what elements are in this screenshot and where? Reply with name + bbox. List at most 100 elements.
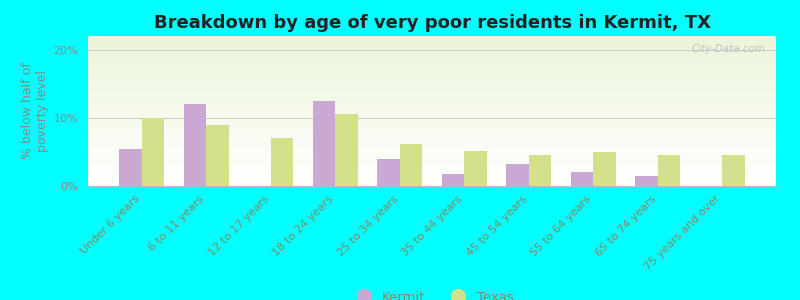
Bar (88, 64, 776, 66)
Bar (88, 141, 776, 142)
Bar (88, 174, 776, 176)
Bar (88, 54, 776, 56)
Bar (184, 104, 206, 186)
Bar (88, 74, 776, 75)
Bar (88, 159, 776, 160)
Bar (88, 124, 776, 126)
Bar (88, 45, 776, 46)
Legend: Kermit, Texas: Kermit, Texas (345, 286, 519, 300)
Bar (88, 61, 776, 63)
Bar (88, 39, 776, 40)
Bar (88, 105, 776, 106)
Bar (142, 118, 165, 186)
Bar (88, 112, 776, 114)
Bar (88, 69, 776, 70)
Bar (88, 184, 776, 186)
Bar (88, 98, 776, 99)
Bar (88, 46, 776, 48)
Bar (88, 146, 776, 147)
Y-axis label: % below half of
poverty level: % below half of poverty level (22, 63, 50, 159)
Bar (88, 177, 776, 178)
Bar (88, 182, 776, 183)
Bar (88, 132, 776, 134)
Bar (88, 168, 776, 170)
Bar (88, 144, 776, 146)
Bar (88, 58, 776, 60)
Bar (88, 171, 776, 172)
Bar (88, 100, 776, 102)
Bar (88, 153, 776, 154)
Bar (88, 81, 776, 82)
Bar (88, 178, 776, 180)
Bar (88, 117, 776, 118)
Bar (88, 68, 776, 69)
Bar (88, 36, 776, 38)
Bar (88, 167, 776, 168)
Bar (88, 123, 776, 124)
Bar (88, 57, 776, 58)
Bar (88, 158, 776, 159)
Bar (88, 72, 776, 74)
Bar (88, 92, 776, 93)
Bar (88, 180, 776, 182)
Bar (88, 66, 776, 68)
Bar (88, 138, 776, 140)
Bar (377, 159, 400, 186)
Bar (313, 101, 335, 186)
Bar (88, 135, 776, 136)
Bar (464, 151, 487, 186)
Bar (88, 60, 776, 61)
Bar (88, 40, 776, 42)
Bar (88, 122, 776, 123)
Bar (88, 96, 776, 98)
Bar (88, 44, 776, 45)
Bar (88, 50, 776, 51)
Bar (88, 183, 776, 184)
Bar (88, 136, 776, 138)
Bar (88, 156, 776, 158)
Bar (635, 176, 658, 186)
Bar (88, 48, 776, 50)
Bar (88, 118, 776, 120)
Text: City-Data.com: City-Data.com (691, 44, 766, 53)
Bar (119, 148, 142, 186)
Bar (88, 108, 776, 110)
Bar (442, 174, 464, 186)
Bar (206, 124, 229, 186)
Bar (88, 99, 776, 100)
Bar (88, 102, 776, 104)
Bar (88, 150, 776, 152)
Bar (722, 155, 745, 186)
Bar (88, 120, 776, 122)
Bar (88, 106, 776, 108)
Bar (88, 111, 776, 112)
Bar (88, 126, 776, 128)
Bar (88, 94, 776, 96)
Bar (88, 129, 776, 130)
Bar (88, 134, 776, 135)
Bar (88, 114, 776, 116)
Bar (88, 63, 776, 64)
Bar (88, 84, 776, 86)
Bar (88, 116, 776, 117)
Bar (88, 87, 776, 88)
Bar (593, 152, 616, 186)
Bar (658, 155, 680, 186)
Bar (88, 75, 776, 76)
Bar (88, 130, 776, 132)
Bar (88, 176, 776, 177)
Bar (88, 164, 776, 165)
Bar (506, 164, 529, 186)
Bar (88, 148, 776, 150)
Bar (88, 90, 776, 92)
Bar (88, 162, 776, 164)
Bar (88, 70, 776, 72)
Bar (88, 93, 776, 94)
Bar (88, 52, 776, 54)
Bar (88, 152, 776, 153)
Bar (88, 128, 776, 129)
Bar (88, 85, 776, 87)
Bar (88, 154, 776, 156)
Bar (88, 160, 776, 162)
Bar (88, 172, 776, 174)
